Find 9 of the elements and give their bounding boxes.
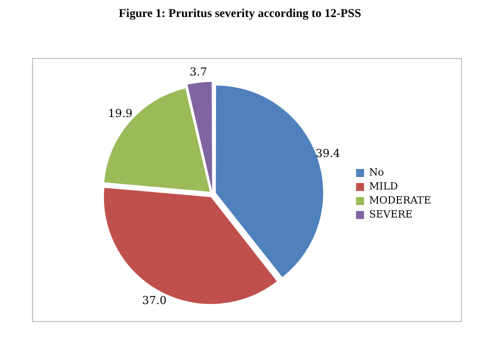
legend-label: MODERATE <box>369 196 432 207</box>
legend-label: SEVERE <box>369 210 413 221</box>
data-label: 39.4 <box>316 146 340 160</box>
data-label: 19.9 <box>108 107 133 120</box>
legend-label: MILD <box>369 182 398 193</box>
data-label: 37.0 <box>142 294 167 308</box>
legend-label: No <box>369 168 384 179</box>
chart-title: Figure 1: Pruritus severity according to 12-PSS <box>118 6 362 21</box>
data-label: 3.7 <box>190 66 208 79</box>
